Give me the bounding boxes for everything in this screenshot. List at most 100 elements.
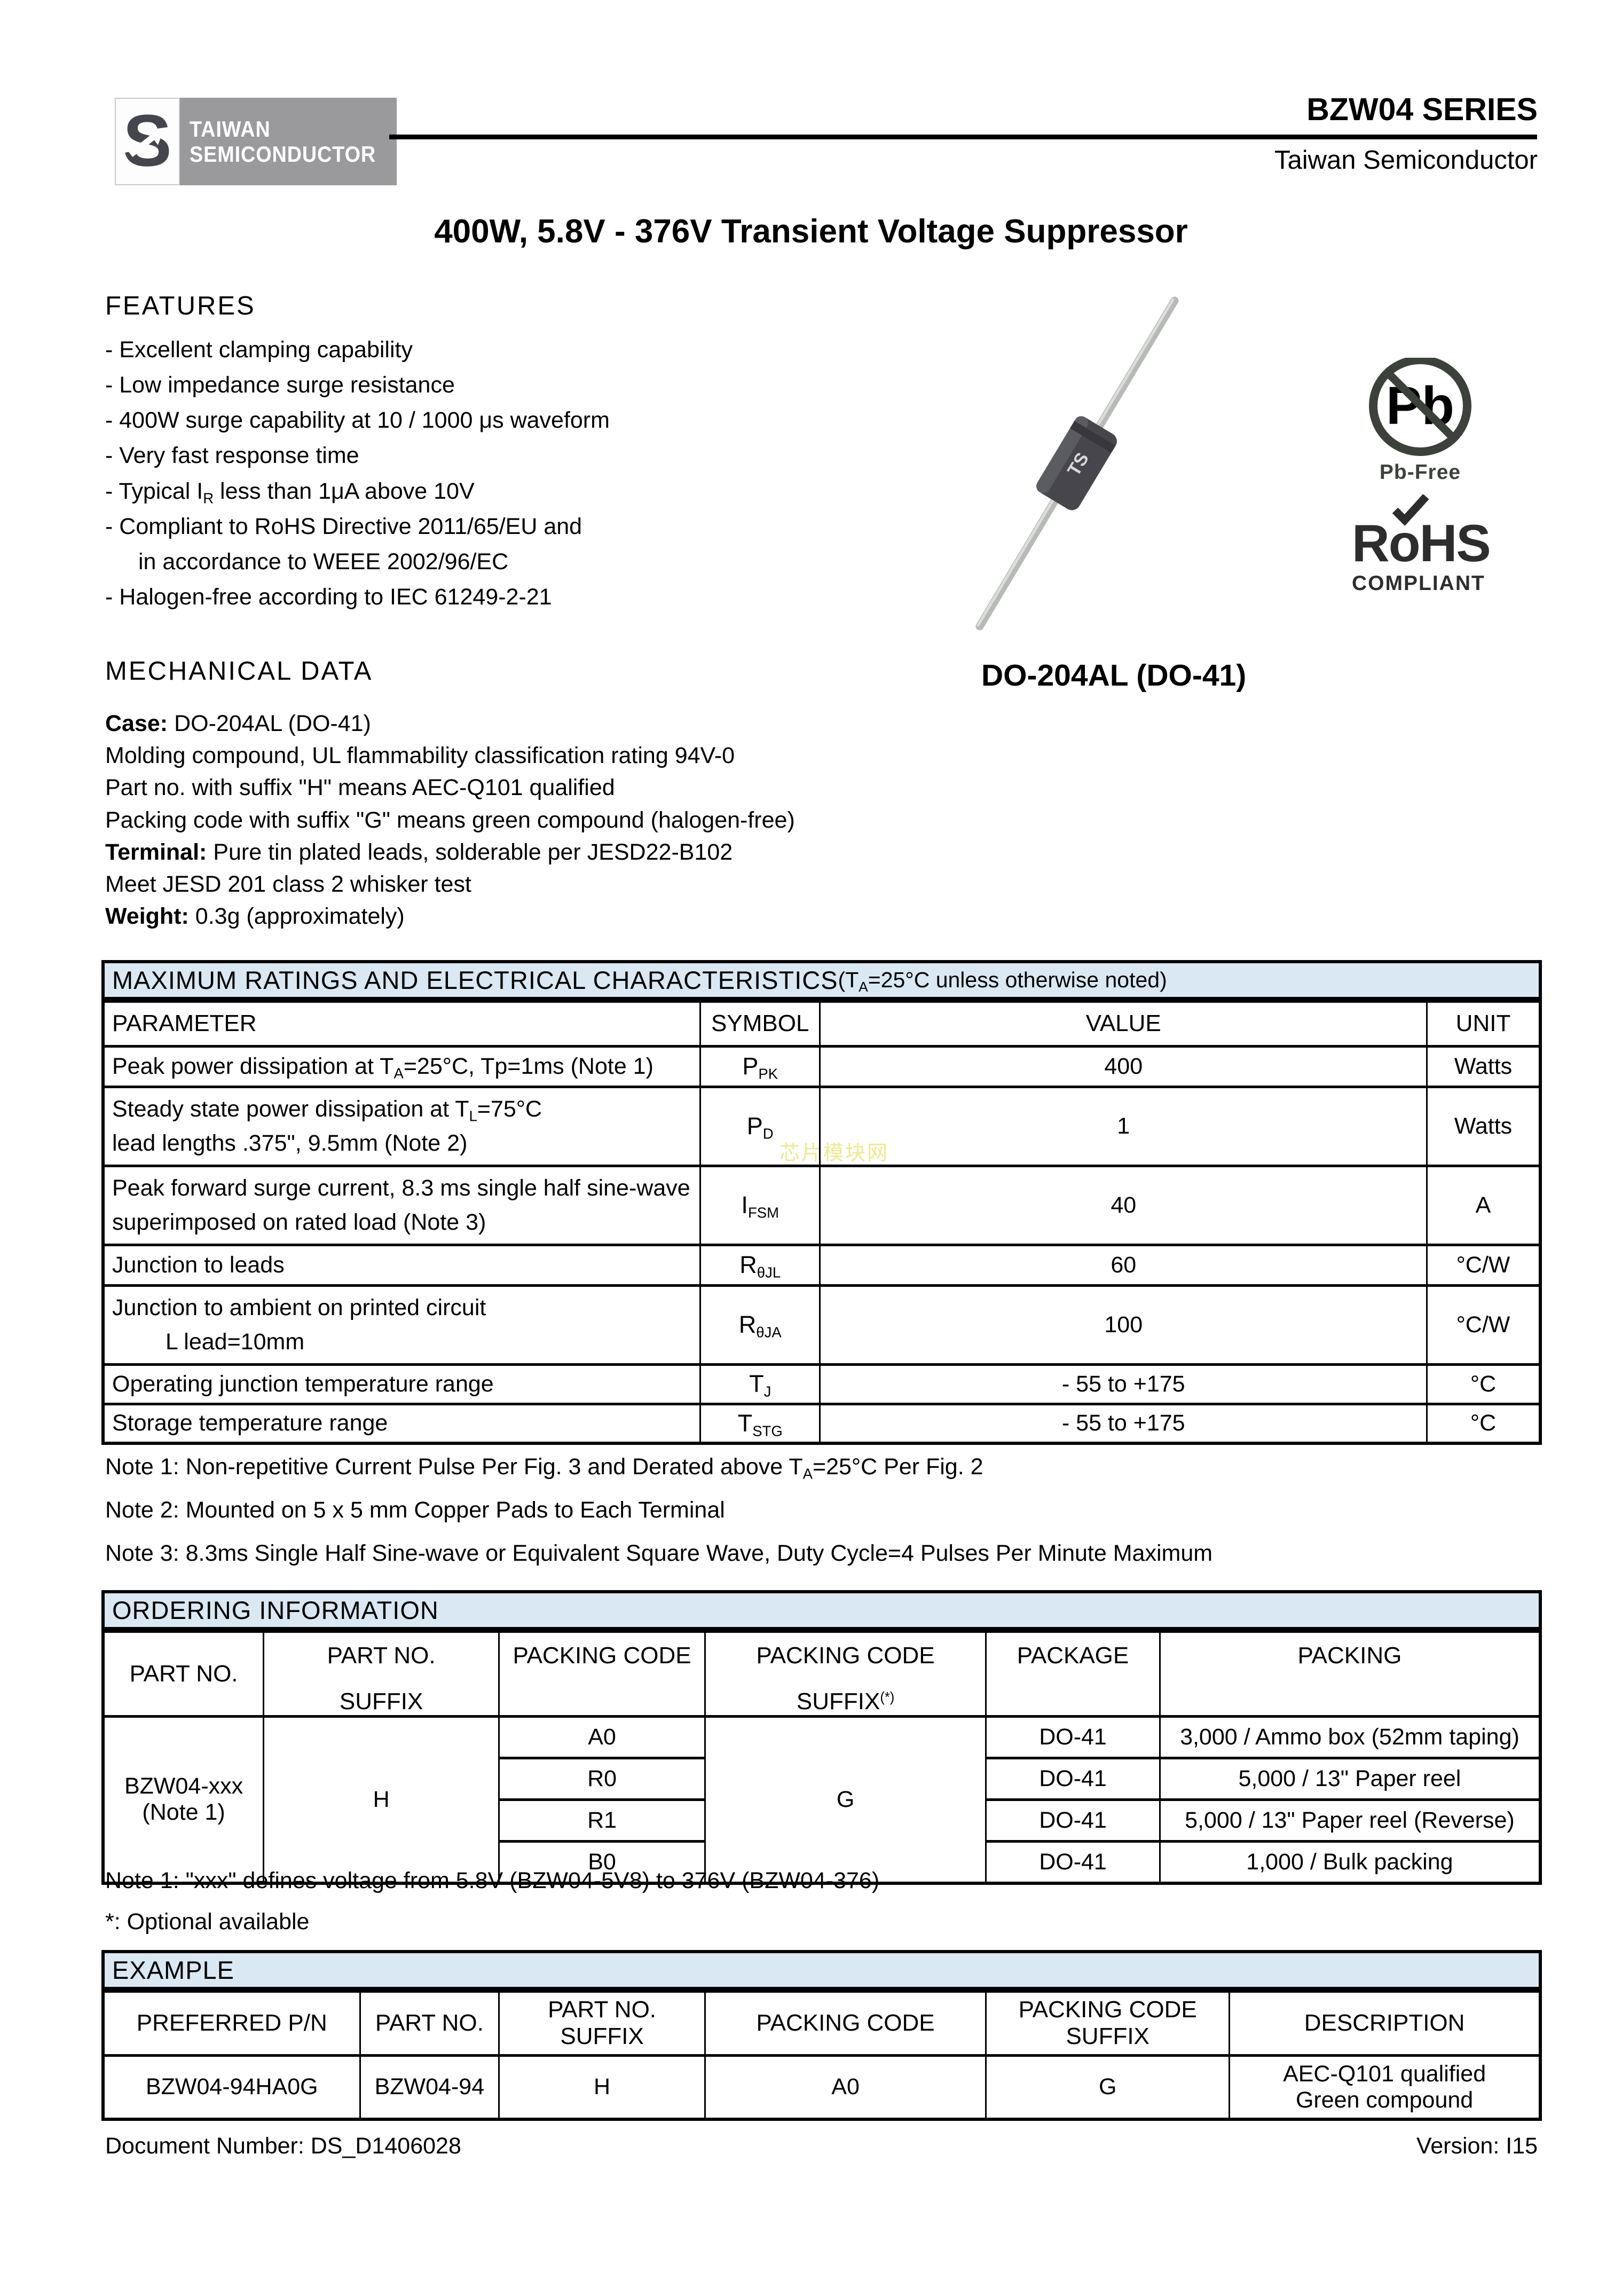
packing-code-suffix-header: PACKING CODE SUFFIX(*) — [704, 1630, 987, 1718]
value-cell: 100 — [819, 1284, 1428, 1366]
mech-line-weight: Weight: 0.3g (approximately) — [105, 903, 405, 929]
package-cell: DO-41 — [985, 1798, 1161, 1843]
list-item: - Very fast response time — [105, 443, 359, 469]
parameter-cell: Operating junction temperature range — [102, 1363, 701, 1405]
package-label: DO-204AL (DO-41) — [981, 658, 1247, 693]
packing-cell: 3,000 / Ammo box (52mm taping) — [1159, 1715, 1541, 1759]
mech-line-case: Case: DO-204AL (DO-41) — [105, 711, 371, 737]
package-cell: DO-41 — [985, 1757, 1161, 1801]
page-title: 400W, 5.8V - 376V Transient Voltage Supp… — [434, 213, 1188, 250]
table-header-row: PARAMETER SYMBOL VALUE UNIT — [102, 1000, 1541, 1048]
table-row: R1 DO-41 5,000 / 13" Paper reel (Reverse… — [103, 1798, 1541, 1843]
version: Version: I15 — [1416, 2133, 1538, 2159]
unit-cell: A — [1426, 1164, 1541, 1246]
rohs-wordmark: Ro HS — [1352, 494, 1491, 571]
maximum-ratings-header-band: MAXIMUM RATINGS AND ELECTRICAL CHARACTER… — [101, 960, 1542, 1000]
mech-line-terminal: Terminal: Pure tin plated leads, soldera… — [105, 839, 733, 865]
ordering-note-1: Note 1: "xxx" defines voltage from 5.8V … — [105, 1868, 880, 1893]
logo-wordmark: TAIWAN SEMICONDUCTOR — [180, 98, 397, 185]
list-item-continuation: in accordance to WEEE 2002/96/EC — [138, 548, 509, 575]
mech-line: Packing code with suffix "G" means green… — [105, 807, 795, 833]
maximum-ratings-table: PARAMETER SYMBOL VALUE UNIT Peak power d… — [101, 1000, 1542, 1445]
packing-code-cell: B0 — [498, 1840, 706, 1884]
list-item: - Halogen-free according to IEC 61249-2-… — [105, 584, 552, 610]
symbol-cell: RθJL — [699, 1243, 821, 1287]
part-suffix-header: PART NO. SUFFIX — [498, 1990, 706, 2057]
pb-free-icon: Pb — [1369, 356, 1471, 456]
symbol-cell: PPK — [699, 1044, 821, 1088]
part-suffix-header: PART NO. SUFFIX — [263, 1630, 500, 1718]
packing-code-cell: A0 — [704, 2054, 987, 2121]
rohs-badge: Ro HS COMPLIANT — [1352, 494, 1491, 595]
parameter-cell: Peak forward surge current, 8.3 ms singl… — [102, 1164, 701, 1246]
packing-code-suffix-cell: G — [704, 1715, 987, 1884]
maximum-ratings-section: MAXIMUM RATINGS AND ELECTRICAL CHARACTER… — [101, 960, 1542, 1445]
table-row: Peak power dissipation at TA=25°C, Tp=1m… — [102, 1044, 1541, 1088]
unit-cell: °C/W — [1426, 1284, 1541, 1366]
example-section: EXAMPLE PREFERRED P/N PART NO. PART NO. S… — [101, 1950, 1542, 2121]
ordering-table: PART NO. PART NO. SUFFIX PACKING CODE PAC… — [101, 1630, 1542, 1885]
value-header: VALUE — [819, 1000, 1428, 1048]
table-row: Junction to ambient on printed circuit L… — [102, 1284, 1541, 1366]
note-3: Note 3: 8.3ms Single Half Sine-wave or E… — [105, 1540, 1213, 1566]
unit-cell: °C — [1426, 1402, 1541, 1445]
mech-line: Meet JESD 201 class 2 whisker test — [105, 871, 471, 897]
table-row: Junction to leads RθJL 60 °C/W — [102, 1243, 1541, 1287]
value-cell: 60 — [819, 1243, 1428, 1287]
unit-header: UNIT — [1426, 1000, 1541, 1048]
header-divider — [389, 135, 1537, 139]
parameter-cell: Junction to leads — [102, 1243, 701, 1287]
mechanical-data-heading: MECHANICAL DATA — [105, 657, 373, 686]
symbol-cell: TJ — [699, 1363, 821, 1405]
packing-code-suffix-cell: G — [985, 2054, 1231, 2121]
part-suffix-cell: H — [263, 1715, 500, 1884]
note-2: Note 2: Mounted on 5 x 5 mm Copper Pads … — [105, 1497, 725, 1523]
part-suffix-cell: H — [498, 2054, 706, 2121]
table-row: Steady state power dissipation at TL=75°… — [102, 1085, 1541, 1167]
features-heading: FEATURES — [105, 292, 256, 320]
ordering-notes: Note 1: "xxx" defines voltage from 5.8V … — [105, 1868, 879, 1950]
table-header-row: PART NO. PART NO. SUFFIX PACKING CODE PAC… — [102, 1630, 1541, 1718]
mech-line: Part no. with suffix "H" means AEC-Q101 … — [105, 775, 615, 801]
example-header-band: EXAMPLE — [101, 1950, 1542, 1990]
part-no-header: PART NO. — [359, 1990, 500, 2057]
company-name: Taiwan Semiconductor — [1274, 146, 1538, 175]
parameter-cell: Peak power dissipation at TA=25°C, Tp=1m… — [102, 1044, 701, 1088]
document-number: Document Number: DS_D1406028 — [105, 2133, 461, 2159]
list-item: - Typical IR less than 1μA above 10V — [105, 478, 475, 506]
value-cell: 1 — [819, 1085, 1428, 1167]
part-no-header: PART NO. — [102, 1630, 265, 1718]
packing-cell: 5,000 / 13" Paper reel — [1159, 1757, 1541, 1801]
mechanical-data-section: MECHANICAL DATA Case: DO-204AL (DO-41) M… — [105, 656, 959, 929]
package-header: PACKAGE — [985, 1630, 1161, 1718]
table-row: B0 DO-41 1,000 / Bulk packing — [103, 1840, 1541, 1884]
table-row: Storage temperature range TSTG - 55 to +… — [102, 1402, 1541, 1445]
unit-cell: °C/W — [1426, 1243, 1541, 1287]
value-cell: - 55 to +175 — [819, 1402, 1428, 1445]
part-no-cell: BZW04-94 — [359, 2054, 500, 2121]
parameter-header: PARAMETER — [102, 1000, 701, 1048]
packing-code-cell: R1 — [498, 1798, 706, 1843]
packing-code-suffix-header: PACKING CODE SUFFIX — [985, 1990, 1231, 2057]
table-header-row: PREFERRED P/N PART NO. PART NO. SUFFIX PA… — [102, 1990, 1541, 2057]
value-cell: 40 — [819, 1164, 1428, 1246]
table-row: BZW04-94HA0G BZW04-94 H A0 G AEC-Q101 qu… — [102, 2054, 1541, 2121]
packing-cell: 1,000 / Bulk packing — [1159, 1840, 1541, 1884]
symbol-cell: RθJA — [699, 1284, 821, 1366]
unit-cell: Watts — [1426, 1044, 1541, 1088]
packing-code-cell: A0 — [498, 1715, 706, 1759]
logo-line2: SEMICONDUCTOR — [190, 141, 376, 167]
do41-diode-image: TS — [975, 296, 1179, 631]
packing-cell: 5,000 / 13" Paper reel (Reverse) — [1159, 1798, 1541, 1843]
parameter-cell: Storage temperature range — [102, 1402, 701, 1445]
packing-code-header: PACKING CODE — [704, 1990, 987, 2057]
value-cell: - 55 to +175 — [819, 1363, 1428, 1405]
description-header: DESCRIPTION — [1229, 1990, 1541, 2057]
list-item: - Compliant to RoHS Directive 2011/65/EU… — [105, 513, 582, 539]
packing-code-cell: R0 — [498, 1757, 706, 1801]
symbol-cell: TSTG — [699, 1402, 821, 1445]
table-row: Operating junction temperature range TJ … — [102, 1363, 1541, 1405]
list-item: - 400W surge capability at 10 / 1000 μs … — [105, 407, 610, 434]
ts-logo-icon: S — [115, 98, 180, 185]
